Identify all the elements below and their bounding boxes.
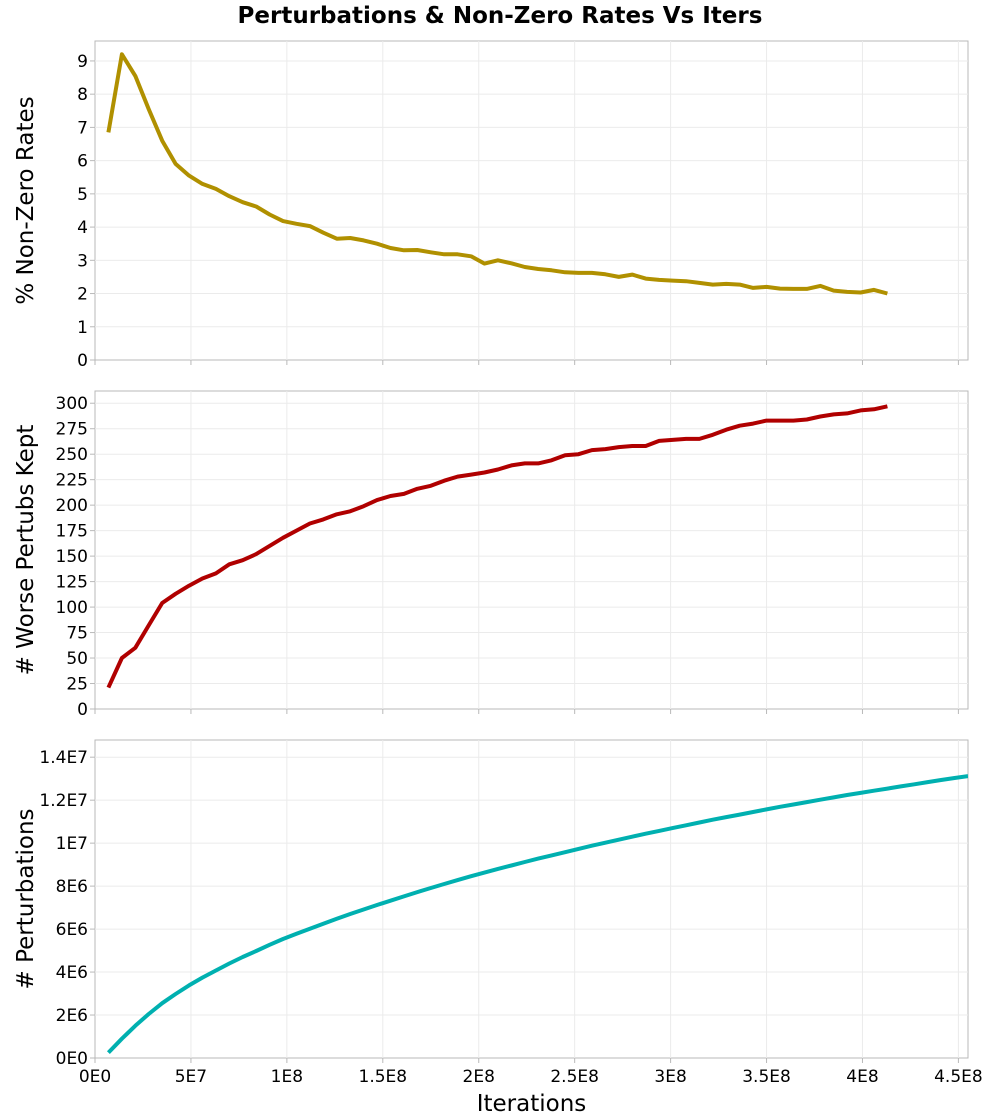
y-tick-label: 3: [77, 251, 88, 271]
y-axis-title: # Perturbations: [13, 808, 39, 989]
y-tick-label: 5: [77, 185, 88, 205]
x-tick-label: 4.5E8: [934, 1067, 983, 1087]
nonzero-rates-panel: 0 1 2 3 4 5 6 7 8 9 % Non-Zero Rates: [13, 40, 969, 371]
y-tick-label: 125: [56, 573, 88, 593]
y-tick-label: 6E6: [56, 920, 88, 940]
figure-title: Perturbations & Non-Zero Rates Vs Iters: [238, 3, 763, 29]
y-tick-label: 175: [56, 522, 88, 542]
y-tick-label: 250: [56, 445, 88, 465]
y-tick-label: 0: [77, 700, 88, 720]
series-line: [106, 774, 968, 1054]
x-tick-label: 0E0: [79, 1067, 111, 1087]
y-tick-label: 6: [77, 152, 88, 172]
x-tick-label: 1.5E8: [359, 1067, 408, 1087]
x-tick-label: 1E8: [271, 1067, 303, 1087]
x-tick-label: 2.5E8: [550, 1067, 599, 1087]
y-tick-label: 2E6: [56, 1006, 88, 1026]
x-tick-label: 5E7: [175, 1067, 207, 1087]
y-tick-label: 300: [56, 394, 88, 414]
y-tick-label: 275: [56, 420, 88, 440]
series-line: [106, 52, 888, 296]
perturbations-panel: 0E0 2E6 4E6 6E6 8E6 1E7 1.2E7 1.4E7 0E0 5E7 1E8 1.5…: [13, 739, 983, 1117]
y-tick-label: 8: [77, 85, 88, 105]
y-tick-label: 0: [77, 351, 88, 371]
x-tick-label: 4E8: [846, 1067, 878, 1087]
y-tick-label: 1.4E7: [39, 748, 88, 768]
y-tick-label: 100: [56, 598, 88, 618]
plot-area: [94, 40, 969, 361]
y-tick-label: 9: [77, 52, 88, 72]
y-tick-label: 1E7: [56, 834, 88, 854]
y-tick-label: 50: [66, 649, 88, 669]
plot-area: [94, 390, 969, 710]
y-tick-label: 75: [66, 624, 88, 644]
x-tick-label: 3.5E8: [742, 1067, 791, 1087]
x-tick-label: 2E8: [463, 1067, 495, 1087]
series-line: [106, 404, 888, 689]
x-axis-title: Iterations: [477, 1091, 587, 1117]
x-tick-label: 3E8: [654, 1067, 686, 1087]
y-tick-label: 0E0: [56, 1049, 88, 1069]
y-tick-label: 225: [56, 471, 88, 491]
plot-area: [94, 739, 969, 1059]
y-tick-label: 7: [77, 118, 88, 138]
y-tick-label: 25: [66, 675, 88, 695]
y-tick-label: 4: [77, 218, 88, 238]
y-tick-label: 200: [56, 496, 88, 516]
y-tick-label: 2: [77, 285, 88, 305]
y-tick-label: 4E6: [56, 963, 88, 983]
y-tick-label: 8E6: [56, 877, 88, 897]
y-tick-label: 1.2E7: [39, 791, 88, 811]
y-tick-label: 150: [56, 547, 88, 567]
y-axis-title: # Worse Pertubs Kept: [13, 425, 39, 676]
worse-pertubs-panel: 0 25 50 75 100 125 150 175 200 225 250 275 300 # Wors…: [13, 390, 969, 720]
y-tick-label: 1: [77, 318, 88, 338]
y-axis-title: % Non-Zero Rates: [13, 96, 39, 304]
